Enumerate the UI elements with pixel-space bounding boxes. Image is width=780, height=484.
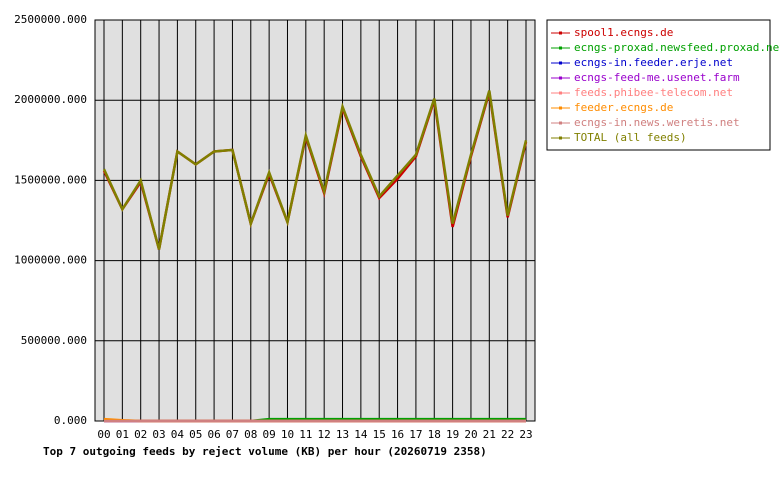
x-tick-label: 13 — [336, 428, 349, 441]
x-tick-label: 10 — [281, 428, 294, 441]
y-tick-label: 2500000.000 — [14, 13, 87, 26]
x-tick-label: 02 — [134, 428, 147, 441]
x-tick-label: 04 — [171, 428, 185, 441]
legend-marker — [559, 31, 562, 35]
x-tick-label: 22 — [501, 428, 514, 441]
x-tick-label: 21 — [483, 428, 496, 441]
x-tick-label: 07 — [226, 428, 239, 441]
legend-label: spool1.ecngs.de — [574, 26, 673, 39]
x-tick-label: 06 — [207, 428, 220, 441]
legend-label: ecngs-in.feeder.erje.net — [574, 56, 733, 69]
y-tick-label: 0.000 — [54, 414, 87, 427]
legend-marker — [559, 76, 562, 80]
legend-marker — [559, 91, 562, 95]
legend-label: ecngs-proxad.newsfeed.proxad.net — [574, 41, 780, 54]
plot-area — [94, 19, 536, 422]
x-tick-label: 20 — [464, 428, 477, 441]
x-tick-label: 18 — [428, 428, 441, 441]
legend-label: ecngs-feed-me.usenet.farm — [574, 71, 740, 84]
x-tick-label: 08 — [244, 428, 257, 441]
legend-marker — [559, 61, 562, 65]
x-tick-label: 11 — [299, 428, 312, 441]
y-tick-label: 1000000.000 — [14, 254, 87, 267]
y-tick-label: 1500000.000 — [14, 173, 87, 186]
legend-marker — [559, 121, 562, 125]
legend-label: feeds.phibee-telecom.net — [574, 86, 733, 99]
series-line — [102, 90, 528, 250]
x-tick-label: 01 — [116, 428, 129, 441]
x-tick-label: 23 — [519, 428, 532, 441]
x-tick-label: 15 — [373, 428, 386, 441]
x-tick-label: 00 — [97, 428, 110, 441]
legend-marker — [559, 106, 562, 110]
legend-label: ecngs-in.news.weretis.net — [574, 116, 740, 129]
legend-marker — [559, 46, 562, 50]
legend-box — [546, 19, 771, 151]
y-tick-label: 2000000.000 — [14, 93, 87, 106]
x-tick-label: 05 — [189, 428, 202, 441]
legend-label: TOTAL (all feeds) — [574, 131, 687, 144]
legend-label: feeder.ecngs.de — [574, 101, 673, 114]
x-tick-label: 16 — [391, 428, 404, 441]
x-tick-label: 09 — [263, 428, 276, 441]
chart-title: Top 7 outgoing feeds by reject volume (K… — [43, 445, 487, 458]
x-tick-label: 14 — [354, 428, 368, 441]
legend-marker — [559, 136, 562, 140]
y-tick-label: 500000.000 — [21, 334, 87, 347]
x-tick-label: 19 — [446, 428, 459, 441]
x-tick-label: 12 — [318, 428, 331, 441]
x-tick-label: 17 — [409, 428, 422, 441]
x-tick-label: 03 — [152, 428, 165, 441]
